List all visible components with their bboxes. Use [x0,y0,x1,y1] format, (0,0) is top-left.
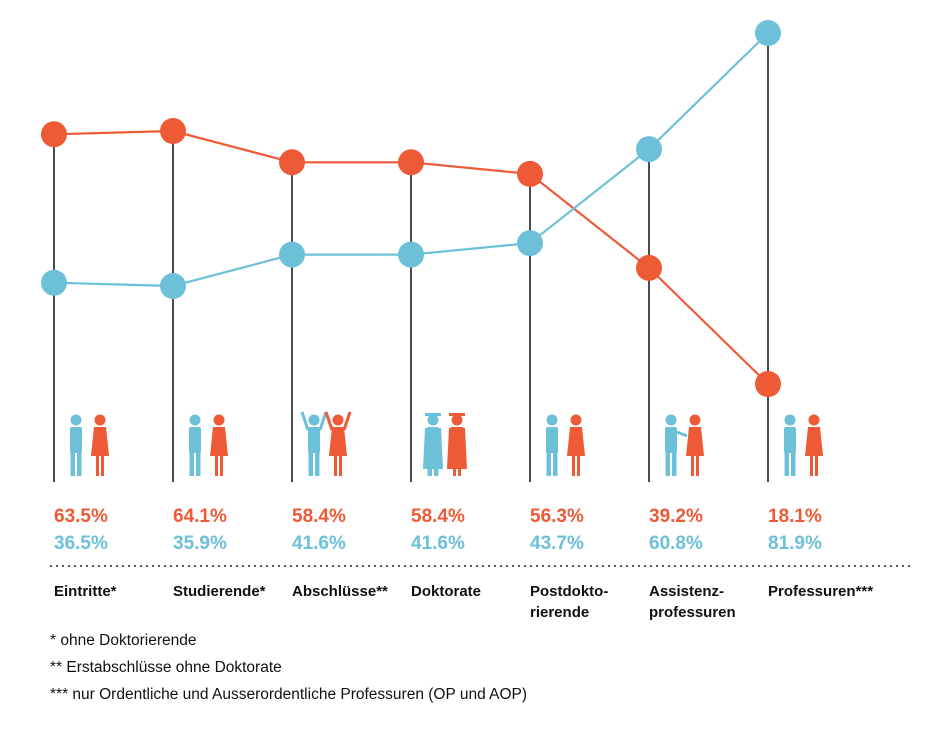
person-suit-icon [784,414,823,476]
category-label-4: Postdokto- [530,583,608,600]
footnote-2: ** Erstabschlüsse ohne Doktorate [50,659,282,676]
male-value-label-4: 43.7% [530,533,584,554]
male-point-3 [398,241,424,268]
male-value-label-2: 41.6% [292,533,346,554]
stems [53,33,769,482]
female-point-3 [398,149,424,176]
female-value-label-1: 64.1% [173,506,227,527]
category-label-1: Studierende* [173,583,266,600]
female-point-1 [160,118,186,144]
male-point-2 [279,241,305,268]
person-standing-icon [70,414,109,476]
male-value-label-5: 60.8% [649,533,703,554]
female-value-label-4: 56.3% [530,506,584,527]
category-label-0: Eintritte* [54,583,117,600]
female-value-label-0: 63.5% [54,506,108,527]
person-cheering-icon [300,411,352,476]
female-point-2 [279,149,305,176]
female-value-label-5: 39.2% [649,506,703,527]
female-point-6 [755,371,781,397]
person-standing-icon [546,414,585,476]
male-value-label-3: 41.6% [411,533,465,554]
male-point-6 [755,20,781,46]
category-label-2: Abschlüsse** [292,583,388,600]
person-graduate-icon [423,413,467,476]
footnote-1: * ohne Doktorierende [50,632,197,649]
male-value-label-6: 81.9% [768,533,822,554]
person-pointing-icon [665,414,704,476]
category-label-5: Assistenz- [649,583,724,600]
female-point-4 [517,160,543,187]
male-point-1 [160,273,186,299]
category-label-6: Professuren*** [768,583,873,600]
category-label-4: rierende [530,604,589,621]
female-point-0 [41,121,67,148]
footnote-3: *** nur Ordentliche und Ausserordentlich… [50,686,528,703]
category-label-5: professuren [649,604,736,621]
male-point-5 [636,136,662,163]
female-value-label-2: 58.4% [292,506,346,527]
person-walking-icon [189,414,228,476]
female-value-label-3: 58.4% [411,506,465,527]
male-value-label-1: 35.9% [173,533,227,554]
value-labels: 63.5% 64.1% 58.4% 58.4% 56.3% 39.2% 18.1% 36.5%… [54,506,822,554]
series-points [41,20,781,397]
category-labels: Eintritte* Studierende* Abschlüsse** Doktor… [54,583,873,621]
male-value-label-0: 36.5% [54,533,108,554]
female-point-5 [636,254,662,281]
female-value-label-6: 18.1% [768,506,822,527]
male-point-4 [517,230,543,257]
icons [70,411,823,476]
category-label-3: Doktorate [411,583,481,600]
male-point-0 [41,269,67,296]
